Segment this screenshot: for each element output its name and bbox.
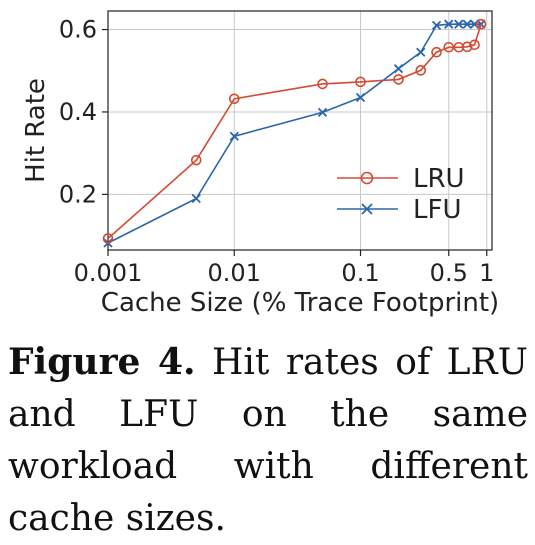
data-point-circle	[461, 41, 473, 53]
legend-entry-lru: LRU	[337, 164, 465, 194]
data-point-x-stroke	[444, 19, 454, 29]
x-tick-label: 0.001	[74, 259, 143, 287]
data-point-x-stroke	[431, 20, 442, 31]
data-point-circle	[228, 93, 240, 105]
data-point-x	[462, 19, 472, 29]
data-point-x	[454, 19, 464, 29]
data-point-circle	[431, 46, 442, 58]
data-point-circle	[317, 78, 328, 90]
x-ticks: 0.001 0.01 0.1 0.5 1	[74, 250, 494, 287]
data-point-x	[416, 47, 426, 57]
data-point-x-stroke	[454, 19, 464, 29]
legend-entry-lfu: LFU	[337, 195, 461, 225]
data-point-x-stroke	[355, 92, 366, 103]
y-ticks: 0.2 0.4 0.6	[59, 16, 108, 208]
data-point-x	[444, 19, 454, 29]
series-lru	[102, 18, 487, 244]
data-point-x-stroke	[462, 19, 472, 29]
data-point-circle	[443, 41, 455, 53]
data-point-x	[361, 203, 373, 215]
data-point-x-stroke	[476, 19, 486, 29]
data-point-x	[229, 131, 239, 141]
data-point-circle	[475, 18, 487, 30]
data-point-circle	[355, 76, 366, 88]
x-axis-title: Cache Size (% Trace Footprint)	[101, 288, 499, 318]
data-point-circle	[190, 154, 202, 166]
data-point-x-stroke	[191, 193, 201, 204]
data-point-circle	[415, 65, 427, 76]
figure-label: Figure 4.	[8, 341, 196, 383]
data-point-x-stroke	[361, 203, 373, 215]
x-tick-label: 0.01	[208, 259, 261, 287]
figure-caption: Figure 4. Hit rates of LRU and LFU on th…	[8, 336, 528, 545]
legend-label: LFU	[413, 195, 461, 225]
data-point-circle	[360, 171, 374, 185]
grid	[107, 11, 492, 250]
data-point-x-stroke	[317, 107, 328, 118]
data-point-x-stroke	[229, 131, 239, 141]
legend-label: LRU	[413, 164, 465, 194]
series-lfu	[103, 19, 486, 248]
data-point-x	[191, 193, 201, 204]
x-tick-label: 1	[479, 259, 494, 287]
data-point-x	[431, 20, 442, 31]
y-tick-label: 0.2	[59, 180, 97, 208]
series-group	[102, 18, 487, 248]
data-point-x	[355, 92, 366, 103]
data-point-circle	[393, 74, 404, 85]
y-tick-label: 0.6	[59, 16, 97, 44]
x-tick-label: 0.5	[430, 259, 468, 287]
data-point-x-stroke	[416, 47, 426, 57]
data-point-x	[317, 107, 328, 118]
data-point-x	[393, 64, 404, 74]
series-line-lru	[107, 23, 482, 240]
data-point-circle	[469, 39, 480, 51]
y-axis-title: Hit Rate	[21, 78, 51, 183]
data-point-circle	[102, 233, 114, 244]
x-tick-label: 0.1	[341, 259, 379, 287]
data-point-x-stroke	[393, 64, 404, 74]
y-tick-label: 0.4	[59, 98, 97, 126]
plot-frame	[107, 10, 493, 251]
data-point-x	[476, 19, 486, 29]
